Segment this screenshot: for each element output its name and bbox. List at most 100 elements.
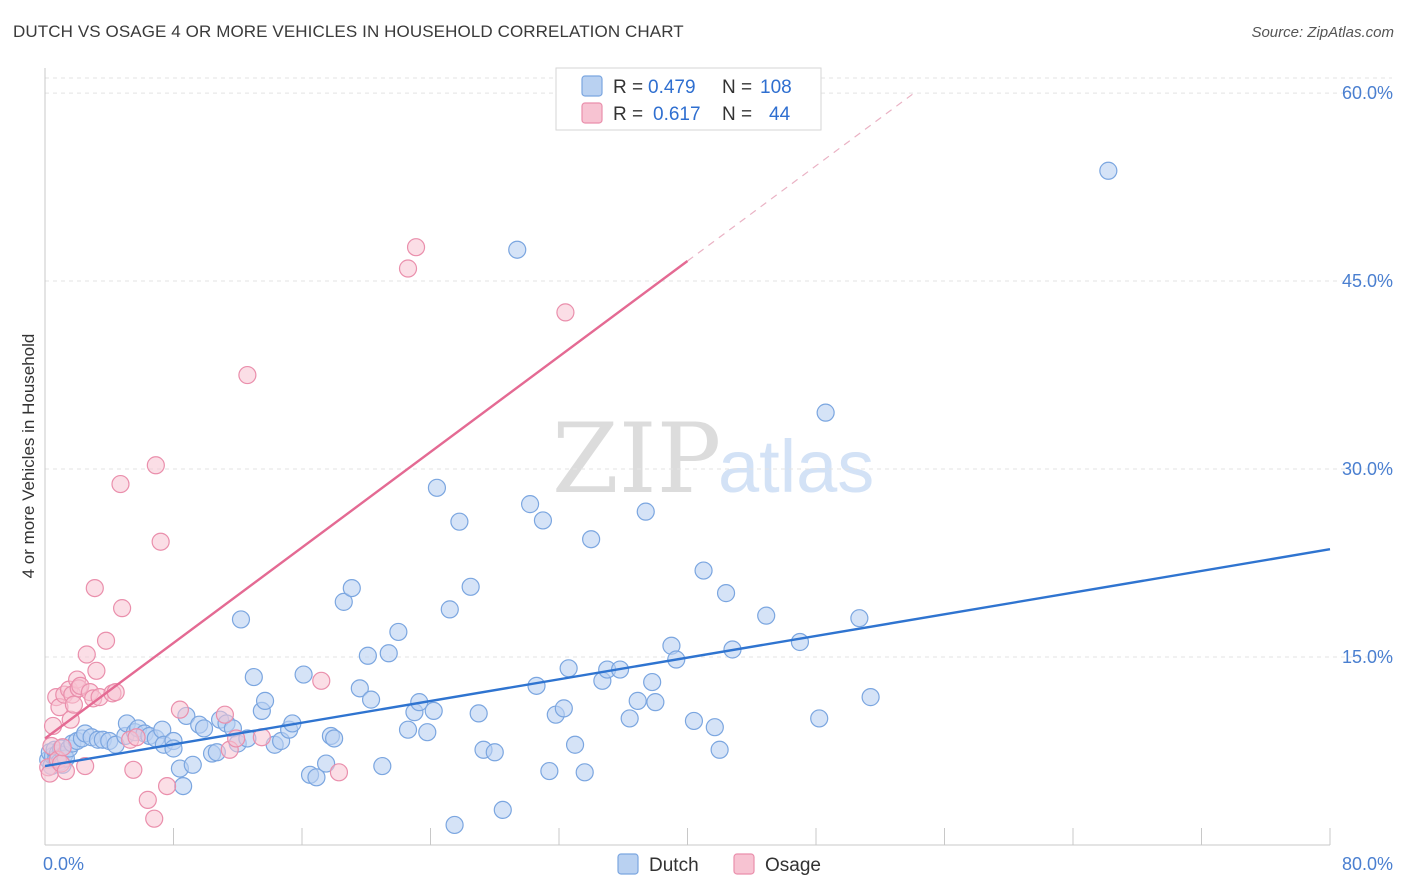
chart-title: DUTCH VS OSAGE 4 OR MORE VEHICLES IN HOU… (13, 22, 684, 41)
dutch-point-96 (620, 709, 639, 728)
osage-point-28 (111, 474, 130, 494)
dutch-point-85 (533, 511, 553, 530)
osage-point-19 (77, 645, 96, 664)
legend-swatch-osage (581, 102, 603, 124)
x-tick-label-0: 0.0% (43, 854, 84, 874)
osage-point-8 (53, 738, 72, 757)
y-tick-label-1: 30.0% (1342, 459, 1393, 479)
y-tick-label-3: 60.0% (1342, 83, 1393, 103)
dutch-point-67 (389, 622, 408, 642)
dutch-point-113 (850, 609, 869, 628)
legend-n-label-dutch: N = (722, 77, 752, 98)
dutch-point-84 (527, 676, 546, 695)
osage-point-44 (312, 671, 331, 690)
osage-point-35 (146, 456, 165, 475)
osage-point-32 (127, 728, 146, 747)
bottom-legend-dutch: Dutch (649, 855, 699, 876)
dutch-point-62 (350, 679, 369, 698)
dutch-point-64 (361, 690, 381, 709)
dutch-point-106 (710, 740, 729, 759)
dutch-point-105 (705, 718, 724, 737)
dutch-point-115 (1099, 161, 1118, 180)
dutch-point-110 (790, 632, 810, 652)
dutch-point-109 (757, 606, 776, 625)
dutch-point-99 (643, 672, 662, 692)
osage-point-47 (406, 238, 426, 257)
dutch-point-60 (334, 592, 353, 611)
dutch-point-63 (358, 646, 377, 665)
osage-point-14 (64, 695, 84, 714)
dutch-point-81 (493, 800, 512, 820)
dutch-point-56 (307, 768, 326, 787)
dutch-point-59 (325, 729, 344, 748)
dutch-point-74 (440, 600, 459, 619)
dutch-point-114 (861, 688, 880, 707)
osage-point-42 (238, 365, 257, 385)
osage-point-18 (76, 756, 95, 776)
dutch-point-47 (244, 667, 263, 687)
series-legend: Dutch Osage (617, 853, 821, 876)
dutch-point-112 (816, 403, 835, 422)
x-tick-labels: 0.0% 80.0% (43, 854, 1393, 874)
dutch-point-57 (316, 754, 336, 773)
dutch-point-98 (636, 502, 655, 521)
osage-point-25 (96, 631, 116, 650)
dutch-point-72 (424, 701, 443, 721)
dutch-point-76 (450, 512, 469, 531)
dutch-point-54 (294, 665, 313, 684)
y-tick-label-2: 45.0% (1342, 271, 1393, 291)
osage-point-48 (556, 303, 575, 322)
dutch-point-92 (582, 530, 601, 549)
legend-swatch-dutch (581, 75, 603, 97)
dutch-point-82 (508, 240, 527, 259)
dutch-point-68 (398, 720, 418, 739)
dutch-point-89 (559, 659, 578, 678)
dutch-point-86 (540, 761, 559, 781)
osage-point-10 (56, 761, 75, 781)
dutch-point-88 (554, 699, 573, 718)
legend-r-value-dutch: 0.479 (648, 77, 696, 98)
osage-point-46 (398, 259, 418, 278)
bottom-legend-osage: Osage (765, 855, 821, 876)
legend-r-label-osage: R = (613, 104, 643, 125)
y-tick-label-0: 15.0% (1342, 647, 1393, 667)
dutch-point-100 (646, 693, 665, 712)
dutch-point-97 (628, 691, 647, 710)
legend-n-value-dutch: 108 (760, 77, 792, 98)
dutch-point-104 (694, 561, 713, 580)
bottom-legend-swatch-osage (733, 853, 755, 875)
osage-point-29 (112, 599, 132, 618)
trend-lines (44, 93, 1331, 768)
dutch-point-103 (684, 711, 704, 731)
dutch-point-77 (461, 577, 480, 596)
osage-point-33 (138, 790, 157, 809)
osage-trend-line (44, 260, 689, 740)
osage-point-39 (215, 705, 234, 724)
dutch-point-91 (575, 763, 594, 782)
dutch-point-34 (174, 776, 193, 796)
dutch-point-65 (373, 756, 392, 776)
osage-point-23 (87, 661, 106, 680)
dutch-point-61 (342, 578, 361, 598)
legend-r-value-osage: 0.617 (653, 104, 701, 125)
x-tick-label-1: 80.0% (1342, 854, 1393, 874)
dutch-point-49 (255, 691, 275, 710)
osage-point-31 (124, 760, 143, 779)
chart-source: Source: ZipAtlas.com (1251, 24, 1394, 41)
axes (44, 68, 1331, 846)
legend-n-label-osage: N = (722, 104, 752, 125)
osage-point-36 (151, 532, 170, 551)
watermark-zip: ZIP (552, 403, 721, 515)
legend-r-label-dutch: R = (613, 77, 643, 98)
osage-point-45 (329, 763, 349, 782)
dutch-point-45 (231, 610, 251, 629)
dutch-point-111 (810, 709, 829, 728)
osage-point-38 (170, 700, 190, 719)
dutch-point-71 (418, 723, 437, 742)
y-tick-labels: 15.0% 30.0% 45.0% 60.0% (1342, 83, 1393, 667)
osage-point-37 (157, 776, 177, 796)
dutch-point-78 (469, 704, 488, 723)
y-axis-label: 4 or more Vehicles in Household (19, 334, 38, 579)
correlation-legend: R = 0.479 N = 108 R = 0.617 N = 44 (555, 67, 822, 131)
